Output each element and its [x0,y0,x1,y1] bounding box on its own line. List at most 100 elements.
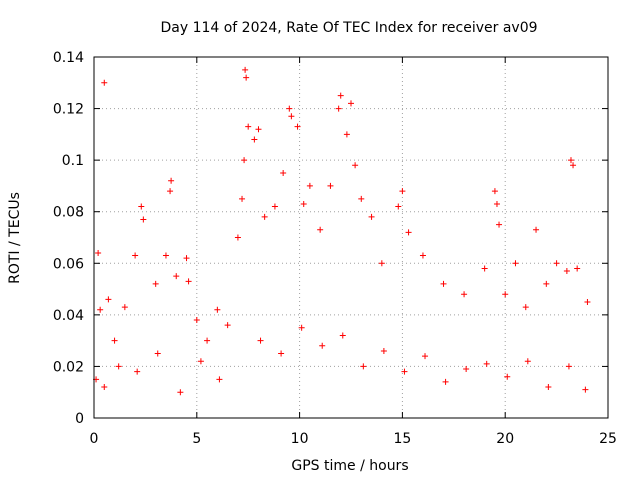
data-point [419,252,426,259]
data-point [183,255,190,262]
data-point [463,366,470,373]
y-tick-label: 0.08 [53,205,84,221]
data-point [197,358,204,365]
data-point [343,131,350,138]
data-point [245,123,252,130]
x-tick-label: 25 [599,431,617,447]
data-point [504,373,511,380]
data-point [185,278,192,285]
data-point [358,195,365,202]
data-point [440,280,447,287]
data-point [378,260,385,267]
x-axis-label: GPS time / hours [291,458,408,474]
data-point [339,332,346,339]
data-point [216,376,223,383]
data-point [565,363,572,370]
data-point [271,203,278,210]
data-point [348,100,354,107]
data-point [241,157,248,164]
data-point [405,229,412,236]
y-tick-label: 0.1 [62,153,84,169]
data-point [584,298,591,305]
data-point [368,213,375,220]
data-point [512,260,519,267]
data-point [422,353,429,360]
data-point [154,350,161,357]
data-point [461,291,468,298]
data-point [239,195,246,202]
data-point [138,203,145,210]
plot-frame [93,56,609,419]
data-point [543,280,550,287]
data-point [286,105,293,112]
data-points [93,66,591,396]
data-point [280,170,287,177]
data-point [399,188,406,195]
x-axis: 0 5 10 15 20 25 [90,57,617,447]
data-point [121,304,128,311]
data-point [317,226,324,233]
data-point [95,249,102,256]
data-point [335,105,342,112]
data-point [553,260,560,267]
data-point [502,291,509,298]
data-point [278,350,285,357]
data-point [337,92,344,99]
data-point [570,162,577,169]
y-tick-label: 0.14 [53,50,84,66]
data-point [360,363,367,370]
chart-title: Day 114 of 2024, Rate Of TEC Index for r… [160,20,537,36]
data-point [255,126,262,133]
y-tick-label: 0.04 [53,308,84,324]
data-point [115,363,122,370]
data-point [300,200,307,207]
x-tick-label: 0 [90,431,99,447]
data-point [242,66,249,73]
data-point [483,360,490,367]
data-point [493,200,500,207]
x-tick-label: 20 [496,431,514,447]
data-point [524,358,531,365]
data-point [101,384,108,391]
y-axis: 0 0.02 0.04 0.06 0.08 0.1 0.12 0.14 [53,50,608,427]
data-point [162,252,169,259]
data-point [327,182,334,189]
data-point [294,123,301,130]
x-tick-label: 15 [393,431,411,447]
data-point [257,337,264,344]
data-point [193,317,200,324]
data-point [168,177,175,184]
data-point [132,252,139,259]
data-point [574,265,581,272]
data-point [481,265,488,272]
data-point [288,113,295,120]
y-tick-label: 0.12 [53,102,84,118]
x-tick-label: 10 [291,431,309,447]
y-axis-label: ROTI / TECUs [7,192,23,284]
data-point [567,157,574,164]
x-tick-label: 5 [192,431,201,447]
data-point [177,389,184,396]
data-point [533,226,540,233]
data-point [401,368,408,375]
data-point [134,368,141,375]
data-point [582,386,589,393]
data-point [214,306,221,313]
data-point [319,342,326,349]
data-point [97,306,104,313]
data-point [105,296,112,303]
data-point [152,280,159,287]
data-point [395,203,402,210]
data-point [352,162,359,169]
data-point [251,136,258,143]
data-point [204,337,211,344]
data-point [545,384,552,391]
grid-lines [94,57,608,418]
data-point [442,378,449,385]
data-point [140,216,147,223]
data-point [306,182,313,189]
data-point [173,273,180,280]
data-point [563,268,570,275]
y-tick-label: 0.06 [53,256,84,272]
